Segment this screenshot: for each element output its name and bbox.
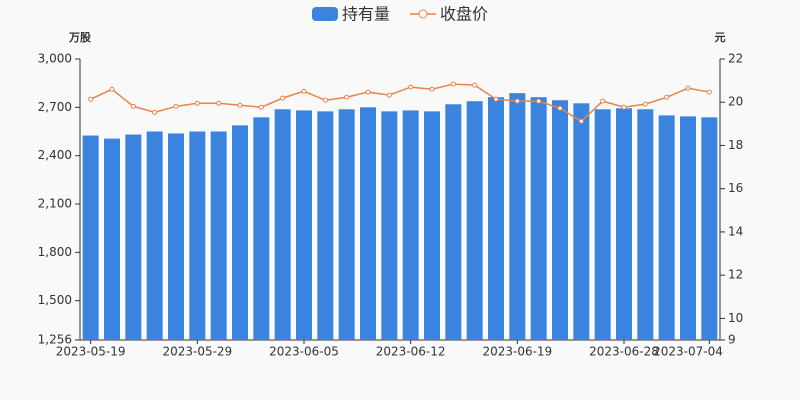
point	[685, 85, 691, 91]
bar	[402, 110, 419, 341]
point	[216, 100, 222, 106]
bar	[616, 108, 632, 341]
bar	[594, 109, 611, 340]
x-tick-label: 2023-07-04	[653, 345, 723, 359]
y-tick-label: 1,800	[38, 245, 72, 259]
y2-tick-label: 18	[728, 138, 743, 152]
bar	[552, 100, 568, 340]
y2-tick-label: 9	[728, 333, 736, 347]
point	[152, 109, 158, 115]
bar	[104, 138, 120, 340]
line	[90, 83, 710, 123]
bar	[466, 101, 483, 340]
bar	[530, 97, 547, 340]
y2-axis-unit: 元	[715, 31, 726, 44]
bar	[424, 111, 440, 340]
bar	[680, 116, 696, 340]
bar	[573, 103, 590, 341]
bar	[445, 104, 462, 340]
point	[301, 88, 307, 94]
point	[258, 104, 264, 110]
point	[642, 101, 648, 107]
x-tick-label: 2023-06-05	[269, 345, 339, 359]
bar	[253, 117, 270, 340]
point	[514, 98, 520, 104]
point	[237, 102, 243, 108]
bar	[125, 134, 142, 340]
point	[578, 118, 584, 124]
point	[600, 98, 606, 104]
bar	[637, 109, 654, 340]
y-tick-label: 3,000	[38, 52, 72, 66]
bar	[274, 109, 291, 340]
legend-label: 收盘价	[440, 5, 488, 24]
point	[365, 89, 371, 95]
point	[429, 86, 435, 92]
bar	[210, 131, 227, 340]
bar	[338, 109, 355, 340]
point	[664, 94, 670, 100]
bar	[317, 111, 334, 340]
y-tick-label: 2,100	[38, 197, 72, 211]
point	[536, 98, 542, 104]
bar	[381, 111, 398, 340]
bar	[189, 131, 206, 340]
bar	[488, 97, 504, 340]
bar	[82, 135, 99, 340]
x-tick-label: 2023-05-29	[162, 345, 232, 359]
y-tick-label: 1,256	[38, 333, 72, 347]
x-tick-label: 2023-06-28	[589, 345, 659, 359]
y2-tick-label: 20	[728, 95, 743, 109]
y2-tick-label: 22	[728, 52, 743, 66]
point	[344, 94, 350, 100]
y-axis-unit: 万股	[68, 31, 92, 44]
point	[706, 89, 712, 95]
y-tick-label: 2,400	[38, 148, 72, 162]
point	[109, 86, 115, 92]
point	[408, 84, 414, 90]
y-tick-label: 2,700	[38, 100, 72, 114]
x-tick-label: 2023-06-12	[376, 345, 446, 359]
point	[173, 103, 179, 109]
bar	[658, 115, 675, 341]
point	[621, 104, 627, 110]
y2-tick-label: 12	[728, 268, 743, 282]
y2-tick-label: 10	[728, 311, 743, 325]
bar	[146, 131, 163, 340]
point	[386, 92, 392, 98]
bar	[168, 133, 184, 340]
point	[450, 81, 456, 87]
point	[322, 97, 328, 103]
x-tick-label: 2023-06-19	[482, 345, 552, 359]
legend-swatch	[312, 7, 338, 21]
bar	[701, 117, 718, 340]
point	[88, 96, 94, 102]
bar	[509, 93, 526, 340]
legend-swatch	[418, 9, 428, 19]
point	[557, 105, 563, 111]
y2-tick-label: 14	[728, 224, 743, 238]
x-tick-label: 2023-05-19	[56, 345, 126, 359]
point	[472, 82, 478, 88]
y2-tick-label: 16	[728, 181, 743, 195]
point	[280, 95, 286, 101]
bar	[232, 125, 248, 340]
y-tick-label: 1,500	[38, 293, 72, 307]
point	[194, 100, 200, 106]
point	[130, 103, 136, 109]
legend-label: 持有量	[342, 5, 390, 24]
bar	[296, 110, 312, 341]
bar	[360, 107, 376, 340]
point	[493, 96, 499, 102]
